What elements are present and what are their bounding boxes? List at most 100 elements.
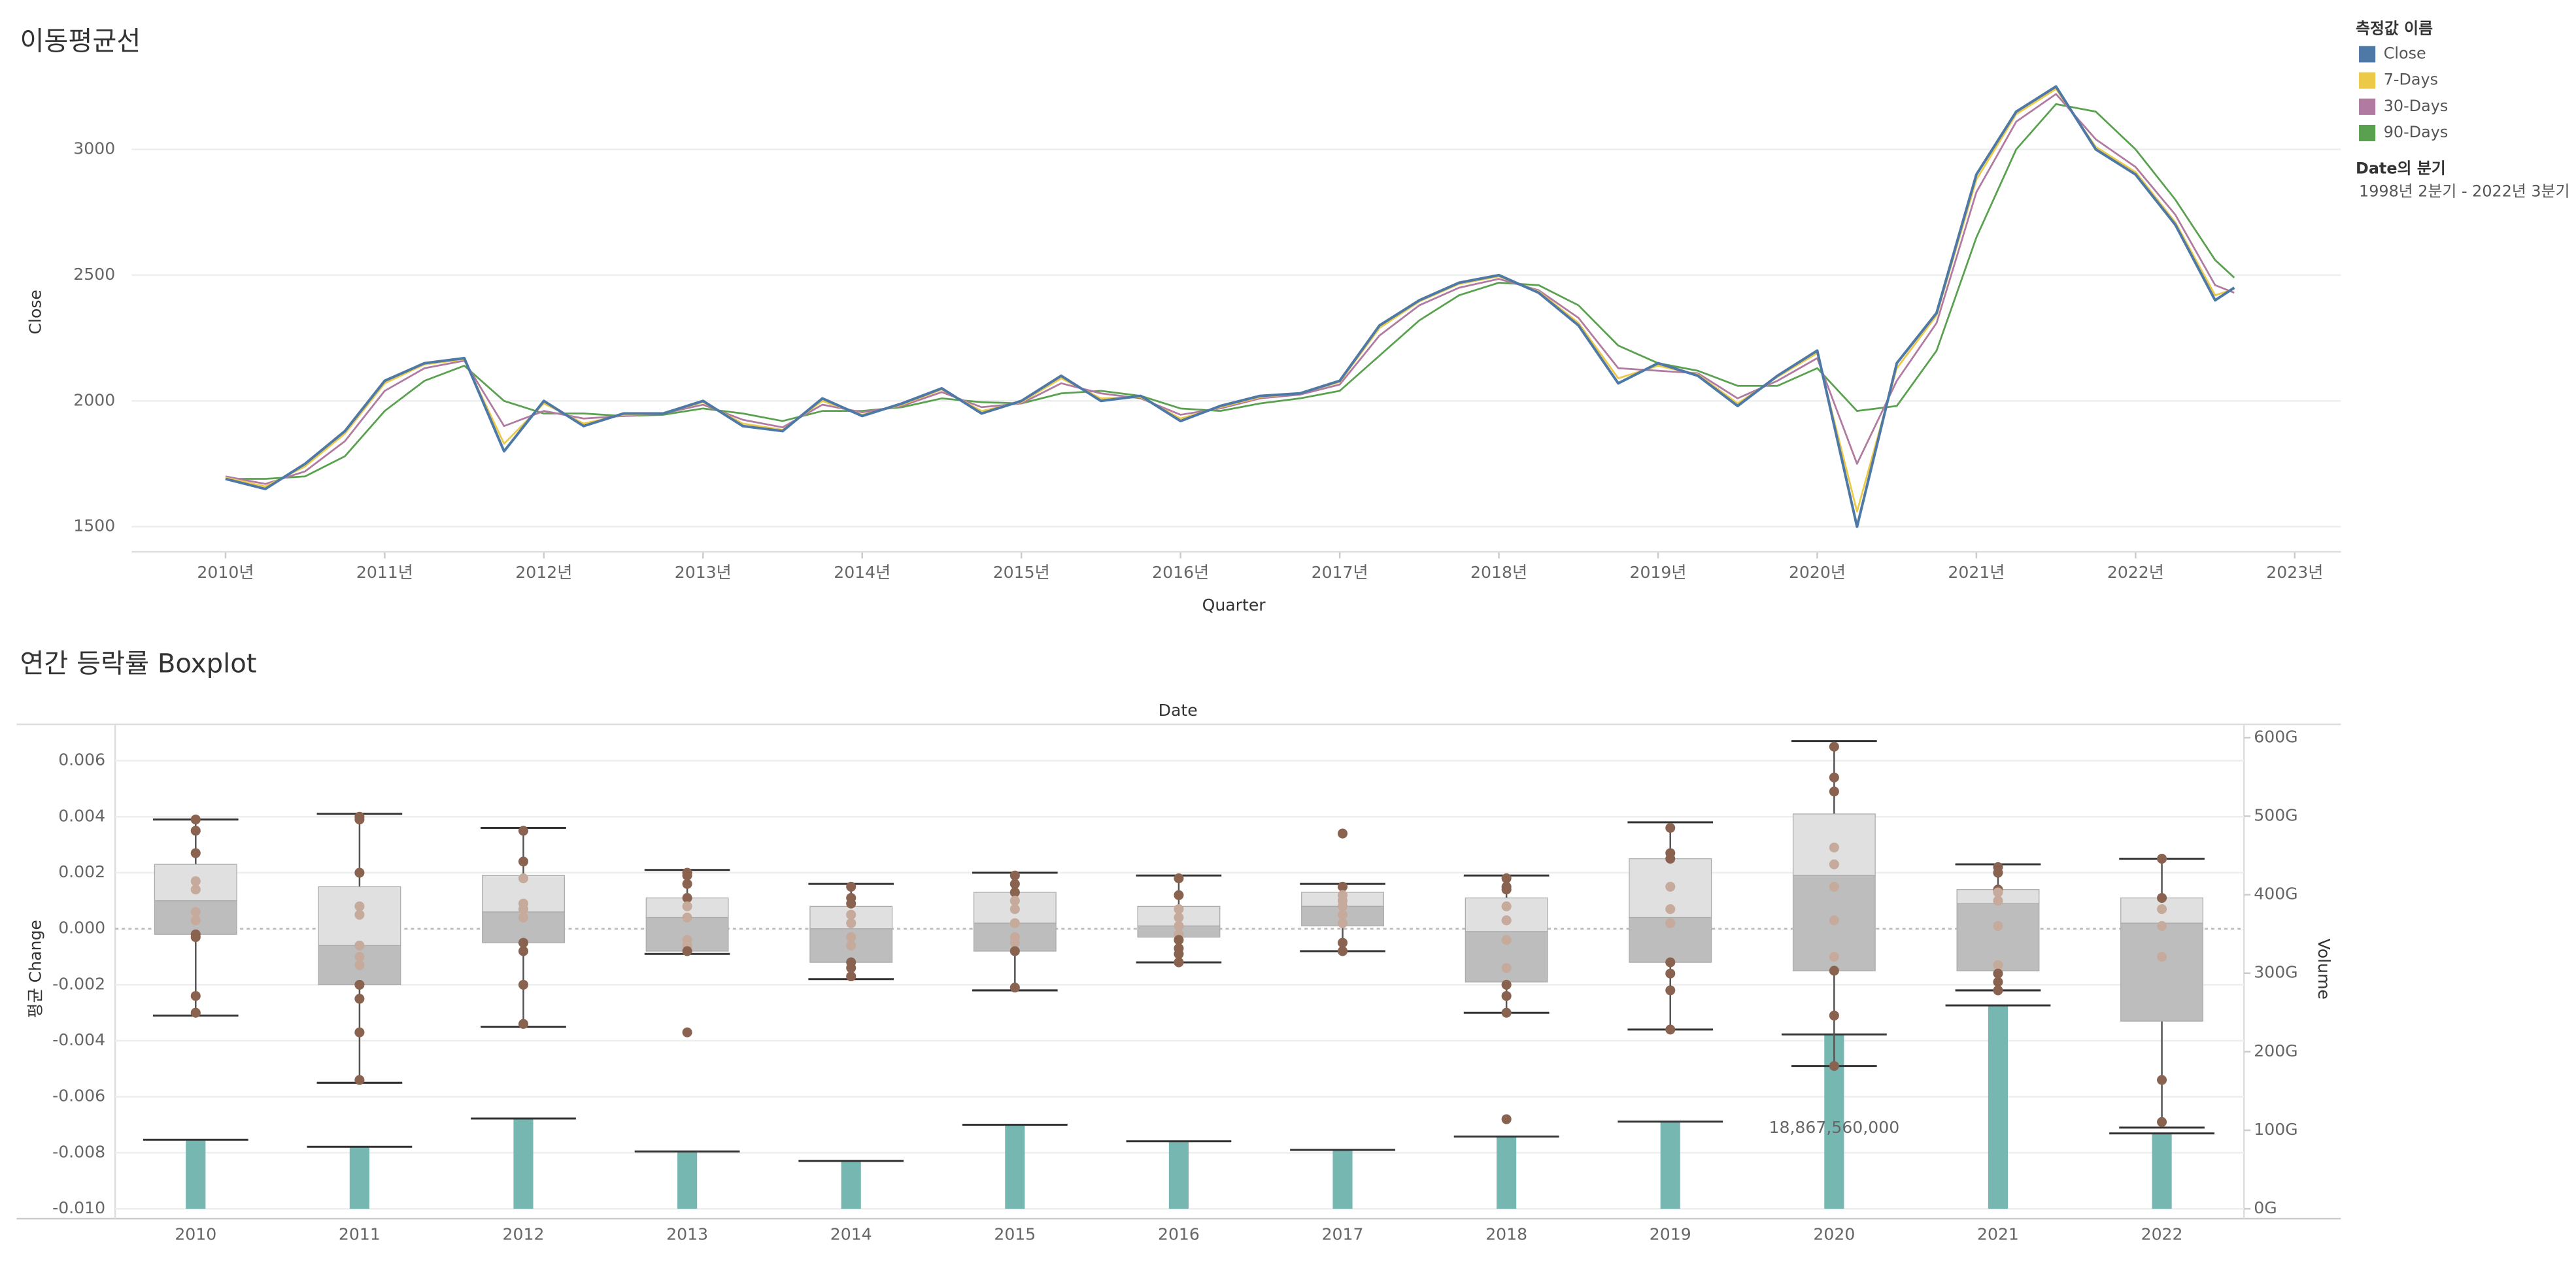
data-point [1665,957,1676,968]
volume-bar [1497,1136,1517,1209]
data-point [1337,909,1348,920]
annotation: 18,867,560,000 [1769,1118,1900,1137]
x-axis-label: Quarter [1202,596,1266,615]
data-point [190,884,201,895]
data-point [1829,772,1839,783]
y-tick-label: 0.004 [58,806,105,825]
data-point [1829,915,1839,926]
x-tick-label: 2019년 [1630,563,1687,582]
data-point [1829,786,1839,797]
x-tick-label: 2016년 [1152,563,1209,582]
data-point [1174,873,1184,884]
data-point [518,826,529,836]
x-tick-label: 2020년 [1789,563,1846,582]
data-point [518,946,529,956]
data-point [1009,983,1020,993]
data-point [1665,968,1676,979]
data-point [1829,859,1839,869]
data-point [354,960,365,970]
data-point [518,904,529,915]
header: Date [1159,701,1198,720]
x-tick-label: 2018 [1485,1224,1527,1243]
y-tick-label: -0.004 [52,1030,105,1049]
y-tick-label: 1500 [73,516,115,535]
data-point [846,909,856,920]
y2-tick-label: 500G [2254,805,2297,824]
data-point [1501,979,1512,990]
data-point [1665,854,1676,864]
y2-tick-label: 400G [2254,884,2297,903]
y2-axis-label: Volume [2314,939,2333,1000]
data-point [1993,985,2003,996]
data-point [354,994,365,1004]
volume-bar [1005,1124,1025,1209]
data-point [1009,870,1020,881]
data-point [518,913,529,923]
data-point [1009,904,1020,915]
data-point [1174,904,1184,915]
volume-bar [349,1147,369,1209]
data-point [518,873,529,884]
x-tick-label: 2014년 [834,563,890,582]
legend-swatch [2359,98,2376,115]
data-point [1829,881,1839,892]
data-point [2157,1117,2167,1127]
data-point [190,932,201,943]
data-point [1174,949,1184,959]
legend-label: 90-Days [2384,123,2449,141]
data-point [1337,901,1348,911]
data-point [846,963,856,973]
data-point [1993,968,2003,979]
y2-tick-label: 100G [2254,1120,2297,1139]
data-point [846,940,856,951]
y-tick-label: -0.006 [52,1086,105,1105]
x-tick-label: 2019 [1650,1224,1691,1243]
x-tick-label: 2014 [830,1224,872,1243]
data-point [846,932,856,943]
y-tick-label: 2000 [73,390,115,409]
x-tick-label: 2012 [503,1224,545,1243]
data-point [1993,920,2003,931]
data-point [354,979,365,990]
data-point [354,909,365,920]
data-point [1829,842,1839,852]
box-lower [1629,917,1712,963]
data-point [1174,935,1184,945]
data-point [190,907,201,917]
data-point [1174,957,1184,968]
data-point [682,879,692,889]
data-point [1501,935,1512,945]
data-point [190,915,201,926]
legend-label: 30-Days [2384,97,2449,115]
x-tick-label: 2016 [1158,1224,1200,1243]
data-point [1829,1010,1839,1021]
y-axis-label: Close [26,290,45,334]
data-point [1829,1061,1839,1071]
data-point [846,918,856,928]
legend-swatch [2359,46,2376,63]
x-tick-label: 2021 [1977,1224,2019,1243]
x-tick-label: 2020 [1813,1224,1855,1243]
data-point [1665,985,1676,996]
data-point [518,937,529,948]
data-point [2157,904,2167,915]
data-point [1665,822,1676,833]
y2-tick-label: 600G [2254,727,2297,746]
volume-bar [513,1118,534,1209]
legend-label: 7-Days [2384,71,2438,89]
data-point [190,1007,201,1018]
data-point [1009,879,1020,889]
data-point [1174,920,1184,931]
x-tick-label: 2018년 [1470,563,1527,582]
volume-bar [1332,1150,1353,1209]
data-point [682,1027,692,1037]
x-tick-label: 2011 [339,1224,381,1243]
data-point [2157,920,2167,931]
series-line [225,85,2235,528]
data-point [1009,896,1020,906]
legend-label: Close [2384,44,2426,62]
data-point [2157,854,2167,864]
legend-swatch [2359,72,2376,89]
data-point [354,901,365,911]
